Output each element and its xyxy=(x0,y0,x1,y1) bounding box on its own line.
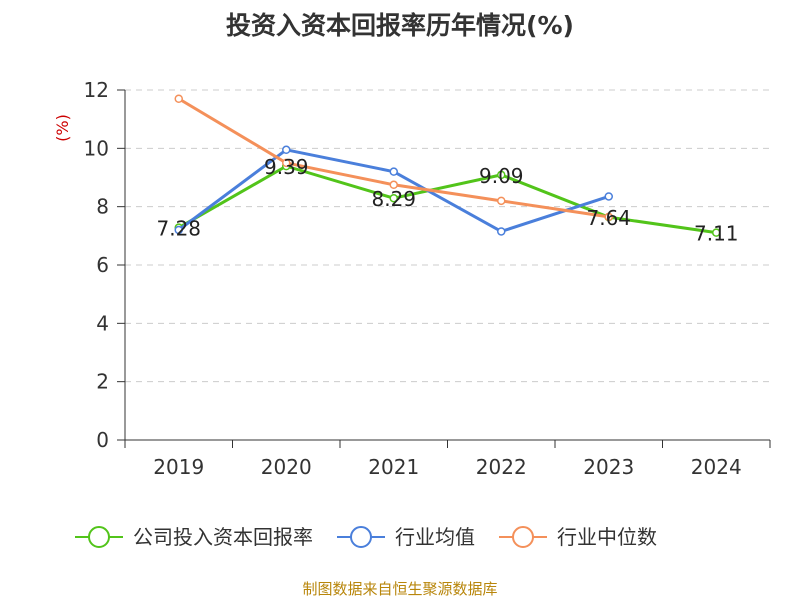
legend-label: 公司投入资本回报率 xyxy=(133,525,313,549)
series-line-0 xyxy=(178,164,717,235)
x-tick-label: 2023 xyxy=(583,455,634,479)
data-label: 8.29 xyxy=(371,187,416,211)
x-tick-label: 2021 xyxy=(368,455,419,479)
y-axis-label: (%) xyxy=(53,114,72,142)
data-point-1 xyxy=(604,192,613,201)
y-tick-label: 2 xyxy=(96,370,109,394)
data-point-0 xyxy=(497,170,506,180)
legend-label: 行业中位数 xyxy=(557,525,657,549)
x-tick-label: 2019 xyxy=(153,455,204,479)
data-point-0 xyxy=(712,228,721,237)
data-point-2 xyxy=(282,158,291,168)
x-tick-label: 2022 xyxy=(476,455,527,479)
source-note: 制图数据来自恒生聚源数据库 xyxy=(302,580,498,598)
legend-swatch-marker xyxy=(512,526,534,548)
data-label: 7.28 xyxy=(156,217,201,241)
y-tick-label: 8 xyxy=(96,195,109,219)
x-tick-label: 2020 xyxy=(261,455,312,479)
data-point-1 xyxy=(389,167,398,176)
chart-title: 投资入资本回报率历年情况(%) xyxy=(226,11,574,40)
data-point-2 xyxy=(174,94,183,103)
y-tick-label: 4 xyxy=(96,311,109,335)
y-tick-label: 0 xyxy=(96,428,109,452)
data-label: 7.64 xyxy=(586,206,631,230)
data-label: 9.09 xyxy=(479,164,524,188)
data-label: 9.39 xyxy=(264,155,309,179)
legend-swatch-marker xyxy=(350,526,372,548)
data-point-2 xyxy=(497,196,506,206)
legend: 公司投入资本回报率 行业均值 行业中位数 xyxy=(75,525,657,549)
data-point-0 xyxy=(389,193,398,203)
data-point-1 xyxy=(497,227,506,236)
data-label: 7.11 xyxy=(694,222,739,246)
data-point-2 xyxy=(389,180,398,190)
grid-lines xyxy=(125,89,770,383)
series-lines xyxy=(174,94,721,237)
legend-label: 行业均值 xyxy=(395,525,475,549)
y-tick-label: 12 xyxy=(84,78,109,102)
data-labels: 7.28 9.39 8.29 9.09 7.64 7.11 xyxy=(156,155,738,246)
x-tick-label: 2024 xyxy=(691,455,742,479)
y-tick-label: 10 xyxy=(84,136,109,160)
legend-swatch-marker xyxy=(88,526,110,548)
y-tick-label: 6 xyxy=(96,253,109,277)
data-point-1 xyxy=(174,225,183,235)
data-point-2 xyxy=(604,212,613,222)
data-point-1 xyxy=(282,145,291,155)
axes: 0 2 4 6 8 10 12 2019 2020 2021 2022 2023 2024 xyxy=(84,78,771,479)
